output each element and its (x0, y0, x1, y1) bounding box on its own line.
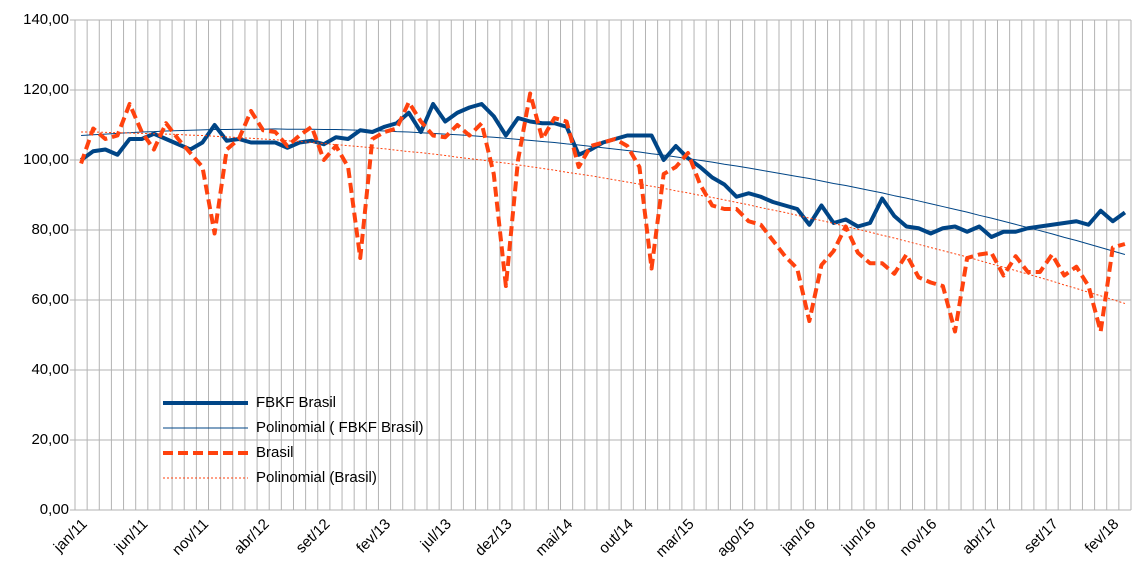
x-tick-label: mai/14 (532, 516, 576, 560)
y-tick-label: 120,00 (23, 81, 69, 98)
series-line (81, 128, 1126, 255)
x-tick-label: jun/16 (838, 516, 880, 558)
y-tick-label: 80,00 (31, 221, 69, 238)
x-tick-label: jan/11 (50, 516, 91, 557)
x-tick-label: dez/13 (472, 516, 516, 560)
legend-label: FBKF Brasil (256, 394, 336, 411)
x-tick-label: fev/18 (1082, 516, 1123, 557)
legend-label: Polinomial ( FBKF Brasil) (256, 419, 424, 436)
x-tick-label: jun/11 (111, 516, 152, 557)
x-tick-label: out/14 (595, 516, 637, 558)
x-tick-label: mar/15 (653, 516, 698, 561)
x-tick-label: set/17 (1021, 516, 1062, 557)
x-tick-label: fev/13 (353, 516, 394, 557)
y-tick-label: 100,00 (23, 151, 69, 168)
legend-label: Brasil (256, 444, 294, 461)
y-tick-label: 0,00 (40, 501, 69, 518)
y-tick-label: 40,00 (31, 361, 69, 378)
x-tick-label: set/12 (293, 516, 334, 557)
x-tick-label: abr/17 (959, 516, 1001, 558)
x-tick-label: jan/16 (777, 516, 819, 558)
series-line (79, 102, 1127, 239)
y-tick-label: 20,00 (31, 431, 69, 448)
y-tick-label: 140,00 (23, 11, 69, 28)
legend-label: Polinomial (Brasil) (256, 469, 377, 486)
x-tick-label: ago/15 (714, 516, 758, 560)
x-tick-label: nov/11 (169, 516, 212, 559)
y-tick-label: 60,00 (31, 291, 69, 308)
x-tick-label: nov/16 (896, 516, 940, 560)
x-tick-label: jul/13 (417, 516, 455, 554)
series-line (79, 91, 1126, 334)
x-tick-label: abr/12 (231, 516, 273, 558)
series-line (81, 131, 1126, 304)
